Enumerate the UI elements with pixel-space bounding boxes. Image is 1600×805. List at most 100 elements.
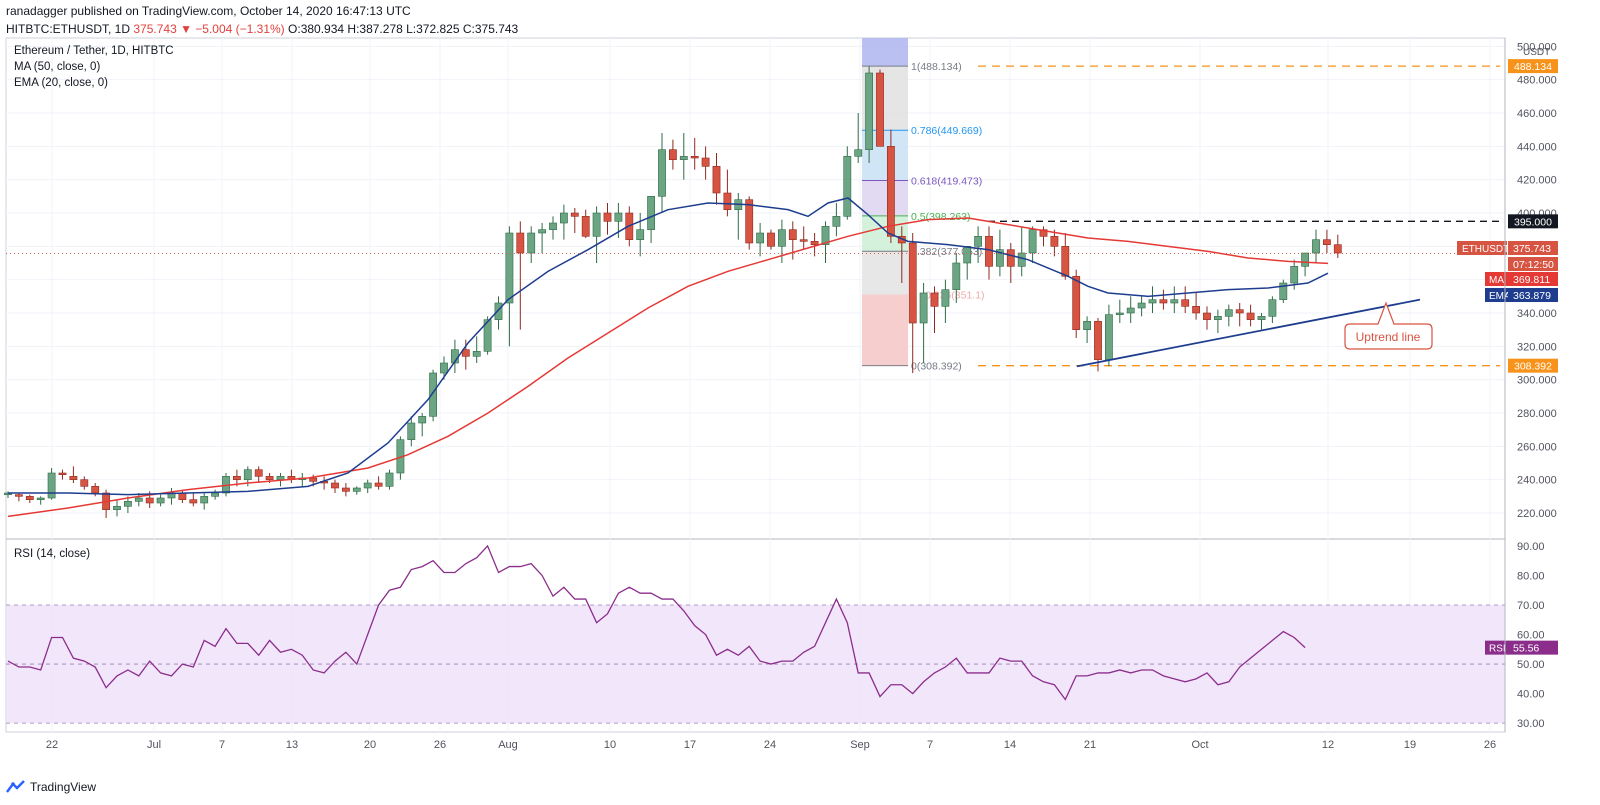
candle-body xyxy=(679,156,688,160)
publish-info: published on TradingView.com, October 14… xyxy=(70,4,411,18)
tradingview-logo-icon xyxy=(6,780,25,793)
candle-body xyxy=(559,212,568,224)
y-tick-label: 320.000 xyxy=(1517,341,1557,353)
fib-zone xyxy=(862,294,908,366)
candle-body xyxy=(963,246,972,264)
candle-body xyxy=(505,232,514,304)
candle-body xyxy=(974,236,982,247)
price-change: 375.743 ▼ −5.004 (−1.31%) xyxy=(133,22,285,36)
candle-body xyxy=(429,372,437,417)
candle-body xyxy=(614,212,623,222)
y-tick-label: 280.000 xyxy=(1517,408,1557,420)
candle-body xyxy=(25,496,34,500)
candle-body xyxy=(352,487,361,492)
candle-body xyxy=(636,229,645,240)
y-tick-label: 460.000 xyxy=(1517,108,1557,120)
candle-body xyxy=(80,479,89,487)
candle-body xyxy=(756,232,764,244)
price-chart[interactable]: 22 Jul 7 13 20 26 Aug 10 17 24 Sep 7 14 21 Oct 12 19 26 22… xyxy=(0,0,1600,780)
candle-body xyxy=(1017,252,1026,267)
x-tick-label: Sep xyxy=(850,739,870,751)
candle-body xyxy=(134,497,143,502)
candle-body xyxy=(1039,229,1048,237)
rsi-tick-label: 50.00 xyxy=(1517,659,1545,671)
y-tick-label: 420.000 xyxy=(1517,175,1557,187)
candle-body xyxy=(919,292,928,324)
candle-body xyxy=(1192,306,1200,314)
y-tick-label: 440.000 xyxy=(1517,141,1557,153)
currency-label: USDT xyxy=(1523,47,1550,58)
candle-body xyxy=(952,262,961,290)
fib-zone xyxy=(862,215,908,252)
candle-body xyxy=(712,166,721,194)
candle-body xyxy=(1072,276,1081,330)
candle-body xyxy=(1181,299,1190,307)
fib-level-label: 0.618(419.473) xyxy=(911,176,982,188)
rsi-legend[interactable]: RSI (14, close) xyxy=(14,548,91,560)
candle-body xyxy=(1203,312,1211,320)
level-tag-label: 308.392 xyxy=(1514,361,1552,373)
candle-body xyxy=(995,249,1004,267)
level-tag xyxy=(1508,358,1558,373)
x-tick-label: 20 xyxy=(364,739,376,751)
candle-body xyxy=(189,499,198,504)
ema-name-label: EMA xyxy=(1489,291,1511,302)
candle-body xyxy=(1137,302,1146,309)
fib-level-label: 0(308.392) xyxy=(911,361,962,373)
candle-body xyxy=(1159,299,1168,304)
x-tick-label: 26 xyxy=(1484,739,1496,751)
candle-body xyxy=(374,482,383,487)
candle-body xyxy=(1061,246,1070,277)
candle-body xyxy=(1333,244,1342,254)
rsi-tick-label: 80.00 xyxy=(1517,570,1545,582)
rsi-tick-label: 60.00 xyxy=(1517,630,1545,642)
ethusdt-name-label: ETHUSDT xyxy=(1462,244,1509,255)
y-tick-label: 300.000 xyxy=(1517,375,1557,387)
candle-body xyxy=(1170,299,1179,304)
ethusdt-name-tag xyxy=(1457,241,1507,255)
candle-body xyxy=(341,487,350,492)
candle-body xyxy=(1148,299,1157,304)
rsi-line xyxy=(7,544,1306,701)
candle-body xyxy=(156,497,165,504)
candle-body xyxy=(211,492,219,497)
fib-level-label: 1(488.134) xyxy=(911,61,962,73)
chart-title: Ethereum / Tether, 1D, HITBTC xyxy=(14,45,174,57)
candle-body xyxy=(1083,321,1091,330)
fib-zone xyxy=(862,38,908,67)
candle-body xyxy=(385,472,394,487)
candle-body xyxy=(331,482,339,489)
x-tick-label: 13 xyxy=(286,739,298,751)
candle-body xyxy=(276,476,285,480)
fib-zone xyxy=(862,251,908,295)
countdown-value-tag xyxy=(1508,257,1558,271)
rsi-value-label: 55.56 xyxy=(1513,643,1539,655)
fib-level-label: 0.236(351.1) xyxy=(925,290,985,302)
x-tick-label: Aug xyxy=(498,739,518,751)
ema-legend[interactable]: EMA (20, close, 0) xyxy=(14,77,108,89)
brand-name: TradingView xyxy=(30,780,97,794)
candle-body xyxy=(47,472,56,499)
fib-zone xyxy=(862,180,908,216)
candle-body xyxy=(876,72,884,147)
annotation-callout xyxy=(1344,301,1433,350)
candle-body xyxy=(668,149,677,160)
candle-body xyxy=(472,351,481,357)
ema-name-tag xyxy=(1485,288,1509,302)
candle-body xyxy=(1105,314,1113,360)
candle-body xyxy=(407,422,416,440)
candle-body xyxy=(723,192,732,210)
candle-body xyxy=(865,72,873,150)
y-tick-label: 260.000 xyxy=(1517,441,1557,453)
rsi-name-label: RSI xyxy=(1489,644,1506,655)
candle-body xyxy=(854,149,863,157)
ma-legend[interactable]: MA (50, close, 0) xyxy=(14,61,101,73)
candle-body xyxy=(832,216,841,227)
candle-body xyxy=(494,302,503,320)
candle-body xyxy=(58,472,67,475)
fib-level-label: 0.786(449.669) xyxy=(911,125,982,137)
x-tick-label: 10 xyxy=(604,739,616,751)
author-name[interactable]: ranadagger xyxy=(6,4,68,18)
candle-body xyxy=(124,501,132,507)
footer-brand[interactable]: TradingView xyxy=(6,780,96,794)
